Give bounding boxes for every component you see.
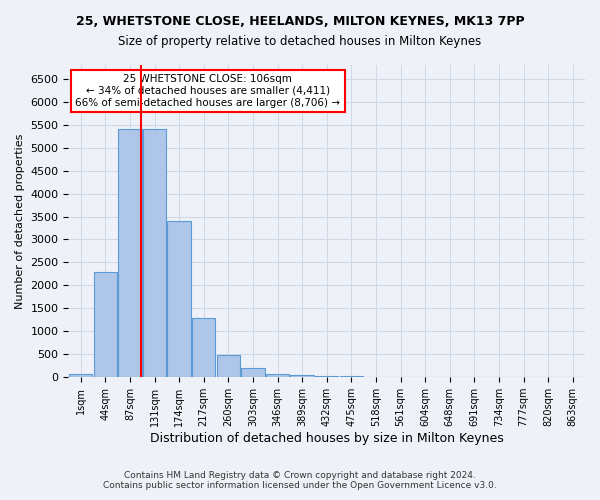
Text: 25, WHETSTONE CLOSE, HEELANDS, MILTON KEYNES, MK13 7PP: 25, WHETSTONE CLOSE, HEELANDS, MILTON KE… <box>76 15 524 28</box>
Bar <box>217 355 240 377</box>
Bar <box>167 221 191 377</box>
Bar <box>118 130 142 377</box>
Bar <box>69 374 92 377</box>
Bar <box>192 318 215 377</box>
Bar <box>143 130 166 377</box>
X-axis label: Distribution of detached houses by size in Milton Keynes: Distribution of detached houses by size … <box>150 432 503 445</box>
Bar <box>290 375 314 377</box>
Bar <box>340 376 363 377</box>
Text: Size of property relative to detached houses in Milton Keynes: Size of property relative to detached ho… <box>118 35 482 48</box>
Bar <box>315 376 338 377</box>
Bar <box>241 368 265 377</box>
Text: Contains HM Land Registry data © Crown copyright and database right 2024.
Contai: Contains HM Land Registry data © Crown c… <box>103 470 497 490</box>
Bar <box>94 272 117 377</box>
Bar <box>266 374 289 377</box>
Text: 25 WHETSTONE CLOSE: 106sqm
← 34% of detached houses are smaller (4,411)
66% of s: 25 WHETSTONE CLOSE: 106sqm ← 34% of deta… <box>76 74 340 108</box>
Y-axis label: Number of detached properties: Number of detached properties <box>15 134 25 309</box>
